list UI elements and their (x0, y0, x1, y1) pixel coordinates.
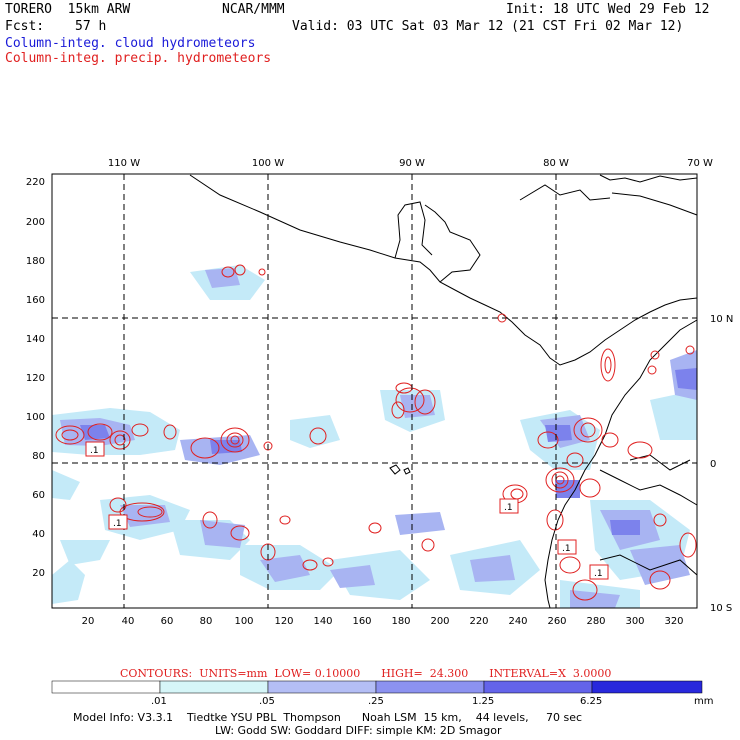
x-tick: 20 (82, 616, 95, 627)
x-tick: 60 (161, 616, 174, 627)
valid-time: Valid: 03 UTC Sat 03 Mar 12 (21 CST Fri … (292, 19, 684, 34)
model-info-line1: Model Info: V3.3.1 Tiedtke YSU PBL Thomp… (73, 711, 583, 724)
lon-label-90w: 90 W (399, 158, 425, 169)
low-box-label: .1 (562, 544, 571, 554)
x-tick: 200 (430, 616, 449, 627)
low-boxes: .1 .1 .1 .1 .1 (85, 441, 609, 580)
y-tick: 20 (32, 568, 45, 579)
colorbar-label: 6.25 (580, 696, 603, 707)
org-label: NCAR/MMM (222, 2, 285, 17)
y-tick: 60 (32, 490, 45, 501)
lat-label-0: 0 (710, 459, 716, 470)
forecast-label: Fcst: (5, 19, 45, 34)
colorbar-swatch-1 (159, 680, 269, 694)
lat-label-10s: 10 S (710, 603, 732, 614)
colorbar-label: .05 (259, 696, 275, 707)
lat-label-10n: 10 N (710, 314, 733, 325)
y-tick: 200 (26, 217, 45, 228)
init-time: Init: 18 UTC Wed 29 Feb 12 (506, 2, 710, 17)
field-precip-title: Column-integ. precip. hydrometeors (5, 51, 272, 66)
model-info-line2: LW: Godd SW: Goddard DIFF: simple KM: 2D… (215, 724, 502, 737)
colorbar-swatch-3 (375, 680, 485, 694)
y-axis-ticks: 220 200 180 160 140 120 100 80 60 40 20 (26, 177, 45, 579)
x-tick: 100 (234, 616, 253, 627)
x-tick: 120 (274, 616, 293, 627)
lon-label-110w: 110 W (108, 158, 140, 169)
colorbar-label: 1.25 (472, 696, 495, 707)
y-tick: 80 (32, 451, 45, 462)
graticule (52, 174, 697, 608)
x-tick: 80 (200, 616, 213, 627)
low-box-label: .1 (594, 569, 603, 579)
contour-info: CONTOURS: UNITS=mm LOW= 0.10000 HIGH= 24… (120, 667, 612, 680)
x-tick: 180 (391, 616, 410, 627)
colorbar-swatch-5 (591, 680, 703, 694)
colorbar-unit: mm (694, 696, 714, 707)
x-tick: 240 (508, 616, 527, 627)
x-tick: 220 (469, 616, 488, 627)
lon-label-100w: 100 W (252, 158, 284, 169)
colorbar-swatch-4 (483, 680, 593, 694)
y-tick: 40 (32, 529, 45, 540)
colorbar-label: .25 (368, 696, 384, 707)
x-tick: 140 (313, 616, 332, 627)
y-tick: 100 (26, 412, 45, 423)
precip-contours (55, 264, 697, 601)
y-tick: 140 (26, 334, 45, 345)
map-frame (51, 173, 698, 609)
lon-label-70w: 70 W (687, 158, 713, 169)
y-tick: 180 (26, 256, 45, 267)
model-title: TORERO 15km ARW (5, 2, 131, 17)
field-cloud-title: Column-integ. cloud hydrometeors (5, 36, 256, 51)
low-box-label: .1 (504, 503, 513, 513)
x-tick: 260 (547, 616, 566, 627)
y-tick: 160 (26, 295, 45, 306)
x-tick: 300 (625, 616, 644, 627)
y-tick: 220 (26, 177, 45, 188)
colorbar-label: .01 (151, 696, 167, 707)
x-tick: 320 (664, 616, 683, 627)
colorbar-swatch-2 (267, 680, 377, 694)
y-tick: 120 (26, 373, 45, 384)
x-tick: 40 (122, 616, 135, 627)
low-box-label: .1 (113, 519, 122, 529)
lon-label-80w: 80 W (543, 158, 569, 169)
colorbar-swatch-0 (51, 680, 161, 694)
x-tick: 280 (586, 616, 605, 627)
x-tick: 160 (352, 616, 371, 627)
x-axis-ticks: 20 40 60 80 100 120 140 160 180 200 220 … (82, 616, 684, 627)
low-box-label: .1 (90, 446, 99, 456)
cloud-shading-dark (80, 368, 697, 535)
colorbar (51, 680, 703, 694)
forecast-hour: 57 h (75, 19, 107, 34)
